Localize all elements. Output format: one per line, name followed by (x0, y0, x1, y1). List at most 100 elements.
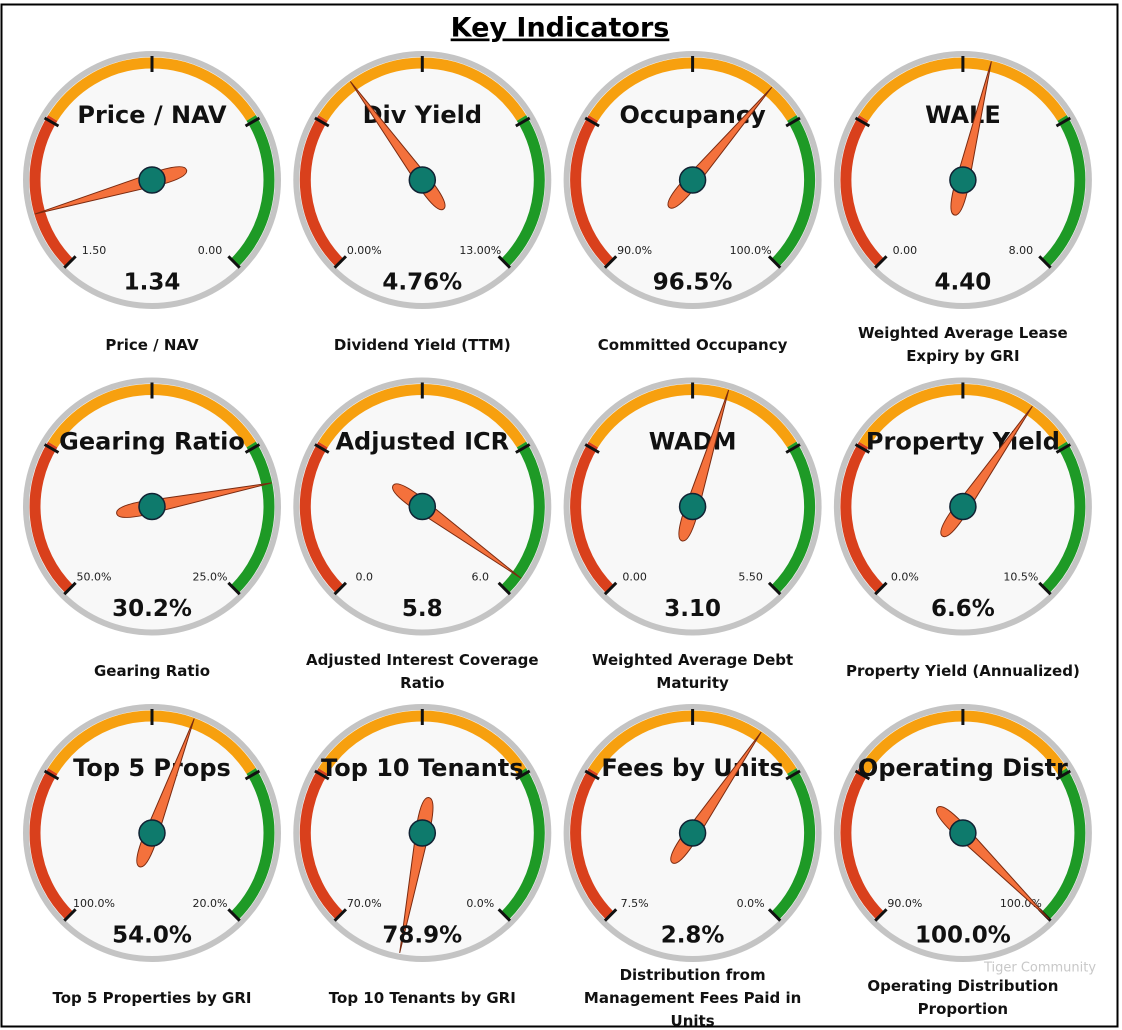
gauge-end-tick (603, 581, 618, 596)
gauge-tick (244, 769, 261, 781)
gauge-value-label: 1.34 (124, 270, 181, 296)
gauge-value-label: 96.5% (653, 270, 733, 296)
gauge-band (29, 768, 74, 920)
gauge-range-label: 0.00 (893, 244, 918, 257)
gauge-tick (244, 443, 261, 454)
gauge-range-label: 20.0% (193, 897, 228, 910)
gauge-title: Top 10 Tenants (321, 754, 524, 782)
gauge-title: Top 5 Props (73, 754, 231, 782)
gauge-caption: Adjusted Interest Coverage Ratio (306, 650, 539, 692)
gauge-value-label: 30.2% (112, 596, 192, 622)
gauge-hub (678, 492, 707, 521)
gauge-band (501, 115, 545, 267)
gauge-caption: Operating Distribution Proportion (867, 977, 1059, 1018)
gauge-caption: Weighted Average Lease Expiry by GRI (858, 324, 1068, 365)
gauge-band (230, 768, 275, 920)
gauge-tick (1055, 769, 1072, 781)
gauge-tick (854, 769, 871, 781)
gauge-range-label: 50.0% (77, 571, 112, 584)
gauge-range-label: 7.5% (621, 897, 649, 910)
gauge-caption: Price / NAV (105, 335, 199, 354)
gauge-caption: Weighted Average Debt Maturity (591, 650, 794, 692)
gauge-band (771, 768, 816, 920)
gauge-range-label: 90.0% (617, 244, 652, 257)
gauge-tick (584, 769, 600, 781)
gauge-band (230, 115, 275, 267)
frame (0, 3, 1119, 1028)
gauge-tick (1055, 116, 1072, 128)
gauge-title: Adjusted ICR (335, 428, 509, 456)
gauge-range-label: 0.0% (737, 897, 765, 910)
gauge-value-label: 5.8 (402, 596, 443, 622)
gauge-end-tick (1038, 255, 1052, 269)
gauge-range-label: 5.50 (738, 571, 763, 584)
gauge-value-label: 3.10 (664, 596, 721, 622)
gauge-range-label: 8.00 (1009, 244, 1034, 257)
gauge-value-label: 78.9% (382, 923, 462, 949)
gauge-caption: Property Yield (Annualized) (845, 662, 1080, 680)
gauge-band (570, 441, 614, 594)
gauge-end-tick (227, 908, 241, 922)
gauge-range-label: 0.00 (622, 571, 647, 584)
gauge-hub (138, 492, 166, 521)
gauge-caption: Top 10 Tenants by GRI (328, 988, 516, 1007)
gauge-range-label: 1.50 (82, 244, 107, 257)
gauge-value-label: 4.76% (382, 270, 462, 296)
gauge-end-tick (63, 581, 77, 596)
gauge-end-tick (227, 581, 241, 596)
gauge-end-tick (767, 255, 782, 269)
gauge-hub (949, 819, 977, 847)
gauge-tick (515, 116, 531, 128)
gauge-title: Property Yield (866, 428, 1060, 456)
gauge-band (771, 115, 816, 267)
gauge-range-label: 0.0% (891, 571, 919, 584)
gauge-end-tick (767, 581, 782, 596)
gauge-range-label: 0.0% (466, 897, 494, 910)
gauge-title: WALE (925, 101, 1001, 129)
gauge-end-tick (603, 908, 618, 922)
gauge-range-label: 70.0% (347, 897, 382, 910)
gauge-title: Operating Distr (858, 754, 1068, 782)
gauge-end-tick (874, 581, 888, 596)
gauge-range-label: 100.0% (730, 244, 772, 257)
gauge-end-tick (227, 255, 241, 269)
gauge-tick (515, 443, 531, 454)
gauge-caption: Committed Occupancy (597, 335, 788, 354)
gauge-band (1041, 115, 1086, 267)
gauge-end-tick (1038, 581, 1052, 596)
gauge-caption: Dividend Yield (TTM) (333, 335, 511, 354)
gauge-band (570, 768, 614, 920)
gauge-title: Price / NAV (77, 101, 227, 129)
gauge-tick (584, 116, 600, 128)
gauge-range-label: 0.0 (356, 571, 374, 584)
gauge-end-tick (497, 255, 512, 269)
watermark: Tiger Community (983, 961, 1096, 976)
gauge-tick (515, 769, 531, 781)
gauge-band (501, 768, 545, 920)
gauge-range-label: 90.0% (887, 897, 922, 910)
gauge-tick (314, 116, 330, 128)
gauge-range-label: 100.0% (73, 897, 115, 910)
gauge-caption: Distribution from Management Fees Paid i… (583, 965, 802, 1030)
gauge-end-tick (333, 581, 347, 596)
gauge-tick (43, 769, 60, 781)
gauge-hub (949, 166, 977, 194)
gauge-band (299, 768, 344, 920)
gauge-end-tick (603, 255, 618, 269)
gauge-end-tick (874, 255, 888, 269)
gauge-band (299, 115, 344, 267)
gauge-end-tick (63, 255, 77, 269)
gauge-band (840, 115, 885, 267)
gauge-range-label: 6.0 (472, 571, 490, 584)
gauge-band (771, 441, 816, 594)
gauge-tick (43, 443, 60, 454)
gauge-hub (408, 492, 437, 521)
gauge-title: Occupancy (619, 101, 766, 129)
gauge-range-label: 0.00 (198, 244, 223, 257)
gauge-range-label: 13.00% (459, 244, 501, 257)
gauge-range-label: 0.00% (347, 244, 382, 257)
gauge-band (840, 441, 885, 594)
gauge-caption: Gearing Ratio (93, 662, 211, 680)
gauge-hub (138, 819, 166, 847)
